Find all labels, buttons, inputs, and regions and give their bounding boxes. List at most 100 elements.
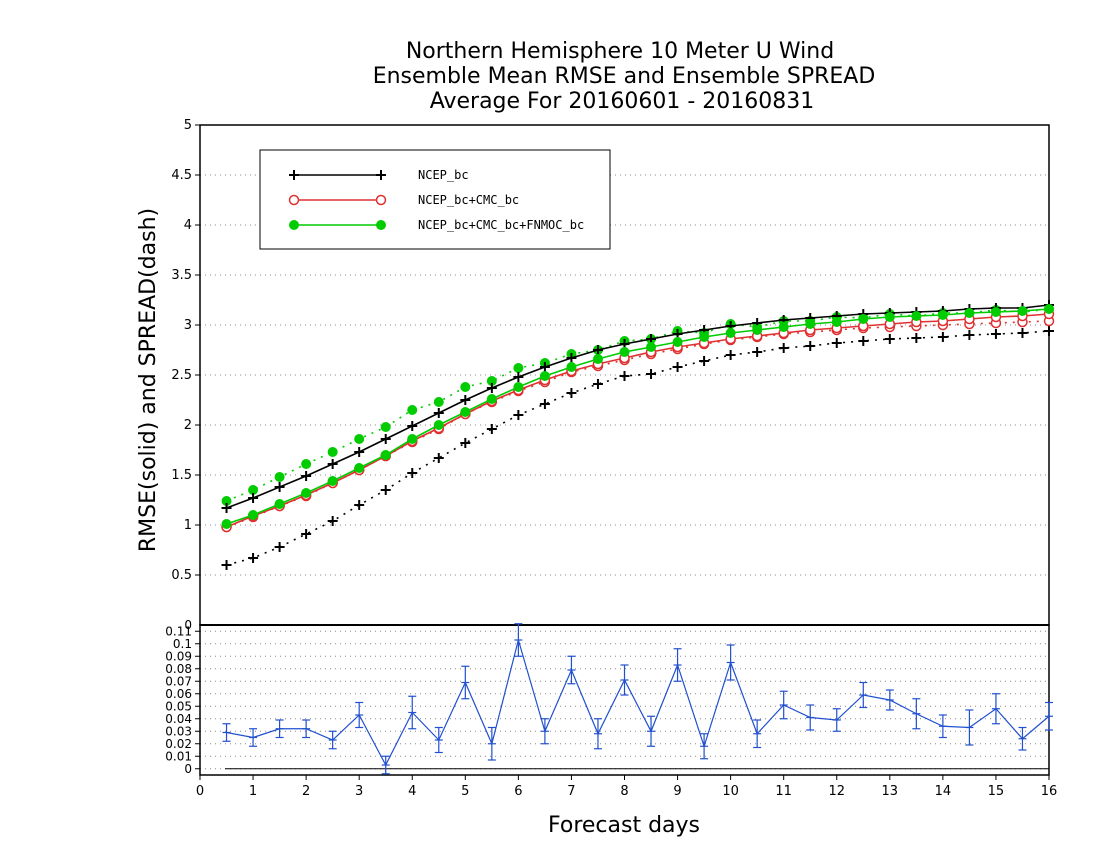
series-point bbox=[486, 424, 497, 434]
legend-items: NCEP_bc NCEP_bc+CMC_bc NCEP_bc+CMC_bc+FNMO… bbox=[288, 168, 584, 232]
diff-errorbar bbox=[434, 726, 443, 754]
series-point bbox=[699, 332, 710, 342]
legend-item-2: NCEP_bc+CMC_bc+FNMOC_bc bbox=[289, 218, 584, 232]
chart-title: Northern Hemisphere 10 Meter U Wind Ense… bbox=[373, 39, 876, 114]
series-point bbox=[433, 397, 444, 407]
diff-errorbar bbox=[487, 726, 496, 761]
lower-y-tick-label: 0.07 bbox=[165, 674, 192, 688]
series-point bbox=[407, 434, 418, 444]
x-tick-label: 12 bbox=[828, 784, 845, 799]
lower-grid bbox=[200, 630, 1049, 770]
lower-y-tick-label: 0.06 bbox=[165, 687, 192, 701]
x-tick-label: 7 bbox=[567, 784, 575, 799]
diff-series bbox=[222, 623, 1053, 775]
diff-errorbar bbox=[593, 718, 602, 750]
legend-marker bbox=[376, 220, 386, 230]
series-point bbox=[884, 312, 895, 322]
diff-errorbar bbox=[1045, 701, 1053, 731]
series-point bbox=[327, 459, 338, 469]
y-axis-title: RMSE(solid) and SPREAD(dash) bbox=[136, 208, 161, 552]
series-point bbox=[725, 328, 736, 338]
series-0 bbox=[221, 300, 1054, 513]
lower-y-tick-label: 0.03 bbox=[165, 724, 192, 738]
upper-y-tick-label: 3 bbox=[184, 318, 192, 333]
series-1 bbox=[221, 308, 1055, 533]
lower-y-axis: 00.010.020.030.040.050.060.070.080.090.1… bbox=[165, 618, 200, 776]
series-point bbox=[831, 338, 842, 348]
x-tick-label: 1 bbox=[249, 784, 257, 799]
series-point bbox=[301, 471, 312, 481]
x-tick-label: 11 bbox=[775, 784, 792, 799]
series-point bbox=[407, 405, 418, 415]
diff-errorbar bbox=[328, 730, 337, 750]
series-point bbox=[354, 500, 365, 510]
series-line bbox=[226, 304, 1050, 509]
series-point bbox=[380, 422, 391, 432]
x-axis: 0 1 2 3 4 5 6 7 8 9 10 11 12 13 14 15 16 bbox=[196, 775, 1057, 799]
upper-y-tick-label: 3.5 bbox=[171, 268, 192, 283]
series-point bbox=[619, 347, 630, 357]
legend: NCEP_bc NCEP_bc+CMC_bc NCEP_bc+CMC_bc+FNMO… bbox=[259, 149, 611, 250]
x-tick-label: 0 bbox=[196, 784, 204, 799]
diff-errorbar bbox=[965, 709, 974, 746]
diff-errorbar bbox=[540, 718, 549, 745]
x-tick-label: 9 bbox=[673, 784, 681, 799]
series-point bbox=[1017, 306, 1028, 316]
series-point bbox=[858, 314, 869, 324]
series-point bbox=[486, 394, 497, 404]
lower-y-tick-label: 0.09 bbox=[165, 649, 192, 663]
series-point bbox=[248, 553, 259, 563]
series-line bbox=[226, 313, 1050, 528]
series-point bbox=[327, 476, 338, 486]
upper-y-tick-label: 0.5 bbox=[171, 568, 192, 583]
series-point bbox=[592, 379, 603, 389]
upper-y-axis: 0.5 1 1.5 2 2.5 3 3.5 4 4.5 5 bbox=[171, 118, 200, 583]
lower-y-tick-label: 0.01 bbox=[165, 749, 192, 763]
series-point bbox=[778, 343, 789, 353]
series-point bbox=[911, 311, 922, 321]
x-tick-label: 6 bbox=[514, 784, 522, 799]
series-point bbox=[937, 332, 948, 342]
diff-errorbar bbox=[249, 728, 258, 747]
series-point bbox=[1017, 328, 1028, 338]
diff-errorbar bbox=[408, 695, 417, 730]
upper-series-group bbox=[221, 300, 1055, 570]
series-point bbox=[460, 438, 471, 448]
x-tick-label: 14 bbox=[935, 784, 952, 799]
series-point bbox=[380, 485, 391, 495]
series-point bbox=[301, 529, 312, 539]
title-line-1: Northern Hemisphere 10 Meter U Wind bbox=[406, 39, 834, 64]
series-point bbox=[354, 434, 365, 444]
title-line-3: Average For 20160601 - 20160831 bbox=[430, 89, 815, 114]
series-point bbox=[672, 337, 683, 347]
x-tick-label: 5 bbox=[461, 784, 469, 799]
series-point bbox=[433, 453, 444, 463]
x-tick-label: 13 bbox=[882, 784, 899, 799]
series-line bbox=[226, 330, 1050, 566]
series-point bbox=[539, 362, 550, 372]
diff-errorbar bbox=[1018, 726, 1027, 751]
series-point bbox=[513, 363, 524, 373]
series-point bbox=[752, 347, 763, 357]
diff-errorbar bbox=[620, 664, 629, 696]
legend-label: NCEP_bc+CMC_bc bbox=[418, 193, 519, 207]
lower-y-tick-label: 0.1 bbox=[173, 637, 192, 651]
x-tick-label: 15 bbox=[988, 784, 1005, 799]
diff-errorbar bbox=[302, 719, 311, 739]
series-point bbox=[752, 325, 763, 335]
legend-marker bbox=[289, 170, 299, 180]
series-point bbox=[990, 307, 1001, 317]
series-point bbox=[937, 310, 948, 320]
diff-errorbar bbox=[806, 704, 815, 731]
series-point bbox=[964, 330, 975, 340]
legend-marker bbox=[289, 220, 299, 230]
series-point bbox=[301, 488, 312, 498]
series-point bbox=[460, 395, 471, 405]
series-point bbox=[513, 382, 524, 392]
series-line bbox=[226, 320, 1050, 528]
legend-label: NCEP_bc bbox=[418, 168, 469, 182]
x-tick-label: 16 bbox=[1041, 784, 1058, 799]
series-point bbox=[248, 493, 259, 503]
upper-y-tick-label: 1 bbox=[184, 518, 192, 533]
